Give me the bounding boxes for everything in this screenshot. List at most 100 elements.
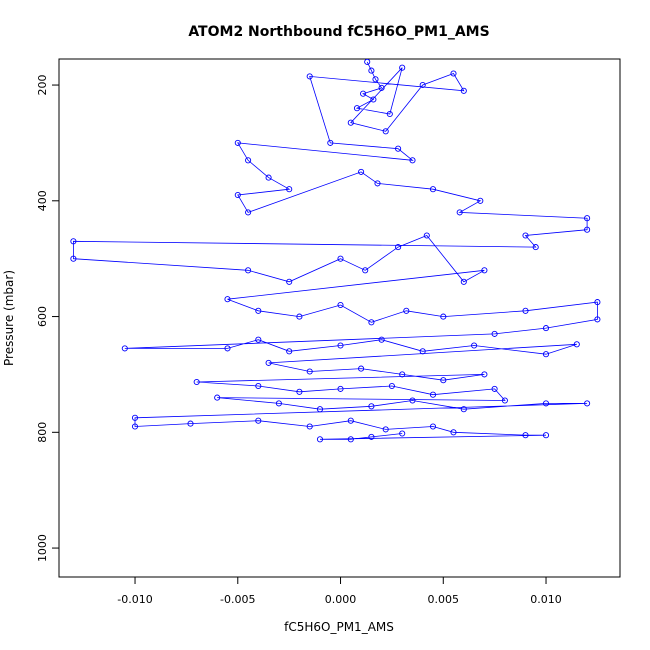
data-point — [423, 232, 430, 239]
data-point — [121, 345, 128, 352]
data-point — [337, 385, 344, 392]
data-point — [403, 307, 410, 314]
data-point — [347, 436, 354, 443]
data-point — [481, 371, 488, 378]
data-point — [399, 64, 406, 71]
data-point — [429, 391, 437, 398]
data-point — [460, 87, 467, 94]
data-point — [584, 400, 591, 407]
data-point — [395, 244, 402, 251]
data-point — [440, 377, 447, 384]
data-point — [378, 84, 385, 91]
data-point — [368, 433, 375, 440]
x-tick-label: -0.010 — [117, 593, 152, 606]
data-point — [265, 359, 272, 366]
data-point — [296, 388, 303, 395]
data-point — [491, 330, 498, 337]
data-point — [245, 157, 252, 164]
data-point — [594, 299, 601, 306]
data-point — [419, 81, 426, 89]
data-point — [131, 414, 139, 421]
x-tick-label: 0.010 — [530, 593, 562, 606]
chart-title: ATOM2 Northbound fC5H6O_PM1_AMS — [188, 24, 489, 40]
data-point — [296, 313, 303, 320]
data-point — [70, 255, 77, 262]
x-axis: -0.010 -0.005 0.000 0.005 0.010 — [117, 576, 562, 606]
x-axis-label: fC5H6O_PM1_AMS — [284, 620, 394, 634]
y-tick-label: 1000 — [36, 534, 49, 562]
data-point — [337, 255, 344, 262]
data-point — [286, 186, 293, 193]
data-point — [358, 365, 365, 372]
data-point — [193, 378, 200, 386]
x-tick-label: 0.005 — [428, 593, 460, 606]
data-point — [399, 371, 406, 378]
data-point — [337, 342, 344, 349]
data-point — [370, 96, 377, 103]
data-point — [265, 174, 272, 181]
data-point — [419, 348, 426, 355]
data-point — [522, 307, 529, 314]
data-point — [542, 400, 550, 407]
data-point — [275, 400, 282, 407]
data-point — [491, 385, 498, 392]
data-point — [522, 432, 529, 439]
data-point — [306, 73, 313, 80]
data-point — [316, 406, 324, 413]
data-point — [481, 267, 488, 274]
data-point — [362, 267, 369, 274]
data-point — [501, 397, 508, 404]
data-point — [286, 278, 293, 285]
data-point — [522, 232, 529, 239]
data-point — [532, 244, 539, 251]
data-point — [368, 403, 375, 410]
data-point — [353, 105, 361, 112]
data-point — [542, 351, 550, 358]
data-point — [234, 139, 241, 146]
series-line — [73, 61, 598, 440]
data-point — [214, 394, 221, 401]
data-point — [386, 110, 393, 118]
data-point — [378, 336, 385, 343]
data-point — [255, 336, 262, 343]
data-point — [477, 197, 484, 204]
data-point — [360, 90, 367, 97]
x-tick-label: -0.005 — [220, 593, 255, 606]
data-point — [286, 348, 293, 355]
data-point — [347, 119, 354, 126]
data-point — [224, 296, 231, 303]
data-point — [471, 342, 478, 349]
data-point — [429, 186, 437, 193]
data-point — [382, 426, 389, 433]
x-tick-label: 0.000 — [325, 593, 357, 606]
data-point — [187, 420, 194, 427]
data-point — [409, 397, 416, 404]
data-point — [372, 76, 379, 83]
data-point — [374, 180, 381, 187]
data-point — [429, 423, 437, 430]
data-point — [542, 325, 550, 332]
data-point — [224, 345, 231, 352]
data-point — [584, 215, 591, 222]
data-point — [382, 128, 389, 135]
data-point — [584, 226, 591, 233]
data-point — [368, 319, 375, 326]
data-point — [347, 417, 354, 424]
data-point — [573, 341, 580, 348]
data-point — [460, 278, 467, 285]
data-point — [306, 368, 313, 375]
data-point — [395, 145, 402, 152]
data-point — [450, 429, 457, 436]
y-tick-label: 800 — [36, 422, 49, 443]
data-point — [368, 67, 375, 74]
data-point — [255, 307, 262, 314]
data-point — [131, 423, 139, 430]
data-point — [440, 313, 447, 320]
data-point — [542, 432, 550, 439]
data-point — [409, 157, 416, 164]
y-axis: 200 400 600 800 1000 — [36, 75, 60, 562]
data-point — [358, 168, 365, 175]
data-point — [399, 430, 406, 437]
data-point — [316, 436, 324, 443]
